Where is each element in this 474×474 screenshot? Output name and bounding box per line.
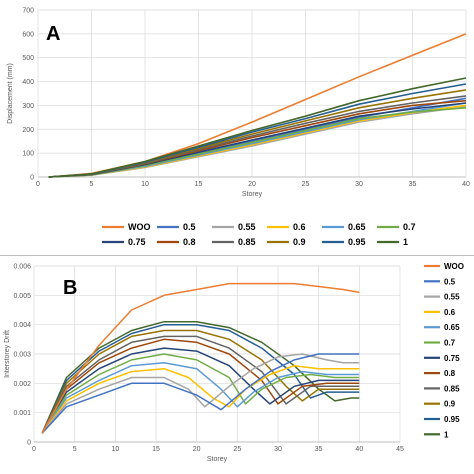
y-axis-title: Displacement (mm) [7,63,14,124]
x-tick-label: 5 [73,446,77,453]
series-line-0-95 [41,323,360,434]
legend-label: 0.65 [444,323,460,332]
legend-label: WOO [444,262,464,271]
x-tick-label: 0 [36,181,40,188]
panel-label-a: A [46,23,60,45]
legend-label: WOO [128,222,151,232]
series-line-0-6 [41,364,360,434]
y-tick-label: 0.006 [13,264,31,271]
x-tick-label: 5 [90,181,94,188]
legend-label: 0.95 [348,237,366,247]
series-line-0-8 [41,338,360,434]
x-tick-label: 20 [248,181,256,188]
x-tick-label: 30 [355,181,363,188]
y-tick-label: 300 [22,103,34,110]
y-tick-label: 0 [27,440,31,447]
y-tick-label: 0.003 [13,352,31,359]
legend-label: 0.85 [444,384,460,393]
y-tick-label: 100 [22,151,34,158]
legend-label: 0.6 [444,308,456,317]
series-line-0-7 [41,353,360,434]
series-line-1 [48,77,467,178]
x-tick-label: 30 [274,446,282,453]
legend-label: 0.7 [403,222,416,232]
panel-divider [0,255,474,256]
legend-label: 0.6 [293,222,306,232]
legend-label: 0.55 [238,222,256,232]
legend-label: 0.5 [444,277,456,286]
chart-b-svg: 0 5 10 15 20 25 30 35 40 45 0 0.001 0.002 0.003 0.004 0… [4,262,464,463]
x-tick-label: 40 [462,181,470,188]
y-tick-label: 0.005 [13,293,31,300]
x-tick-label: 15 [195,181,203,188]
y-axis-title: Interstorey Drift [4,330,11,378]
x-tick-label: 25 [302,181,310,188]
x-tick-label: 35 [409,181,417,188]
series-line-0-9 [41,329,360,434]
y-tick-label: 0.002 [13,381,31,388]
panel-label-b: B [63,277,77,299]
chart-a-svg: 0 5 10 15 20 25 30 35 400100200300400500600700St… [7,8,470,248]
y-tick-label: 0.001 [13,410,31,417]
series-line-woo [41,282,360,434]
panel-b-drift-chart: 0 5 10 15 20 25 30 35 40 45 0 0.001 0.002 0.003 0.004 0… [0,256,474,474]
legend-label: 0.75 [444,354,460,363]
x-tick-label: 45 [396,446,404,453]
x-tick-label: 0 [32,446,36,453]
x-tick-label: 10 [111,446,119,453]
series-line-1 [41,320,360,434]
y-tick-label: 200 [22,127,34,134]
y-tick-label: 400 [22,79,34,86]
legend-label: 0.75 [128,237,146,247]
series-line-0-75 [41,347,360,434]
legend-label: 1 [403,237,408,247]
x-tick-label: 20 [193,446,201,453]
legend-label: 0.8 [444,369,456,378]
series-line-0-85 [41,335,360,434]
y-tick-label: 600 [22,31,34,38]
series-line-0-55 [41,353,360,434]
x-tick-label: 35 [315,446,323,453]
legend-label: 0.85 [238,237,256,247]
series-line-0-65 [41,362,360,434]
y-tick-label: 0.004 [13,322,31,329]
legend-label: 0.65 [348,222,366,232]
legend-label: 0.95 [444,415,460,424]
x-tick-label: 15 [152,446,160,453]
y-tick-label: 500 [22,55,34,62]
legend-label: 0.7 [444,339,456,348]
legend-label: 0.55 [444,293,460,302]
legend-label: 0.5 [183,222,196,232]
x-tick-label: 25 [233,446,241,453]
x-axis-title: Storey [242,191,263,198]
x-tick-label: 40 [355,446,363,453]
series-line-0-5 [41,353,360,434]
legend-label: 1 [444,430,449,439]
legend-label: 0.9 [444,400,456,409]
y-tick-label: 0 [30,175,34,182]
legend-label: 0.8 [183,237,196,247]
y-tick-label: 700 [22,8,34,15]
panel-a-displacement-chart: 0 5 10 15 20 25 30 35 40 0 100 200 300 400 500 600 700 St… [7,8,470,248]
legend-label: 0.9 [293,237,306,247]
x-tick-label: 10 [141,181,149,188]
x-axis-title: Storey [207,456,228,463]
